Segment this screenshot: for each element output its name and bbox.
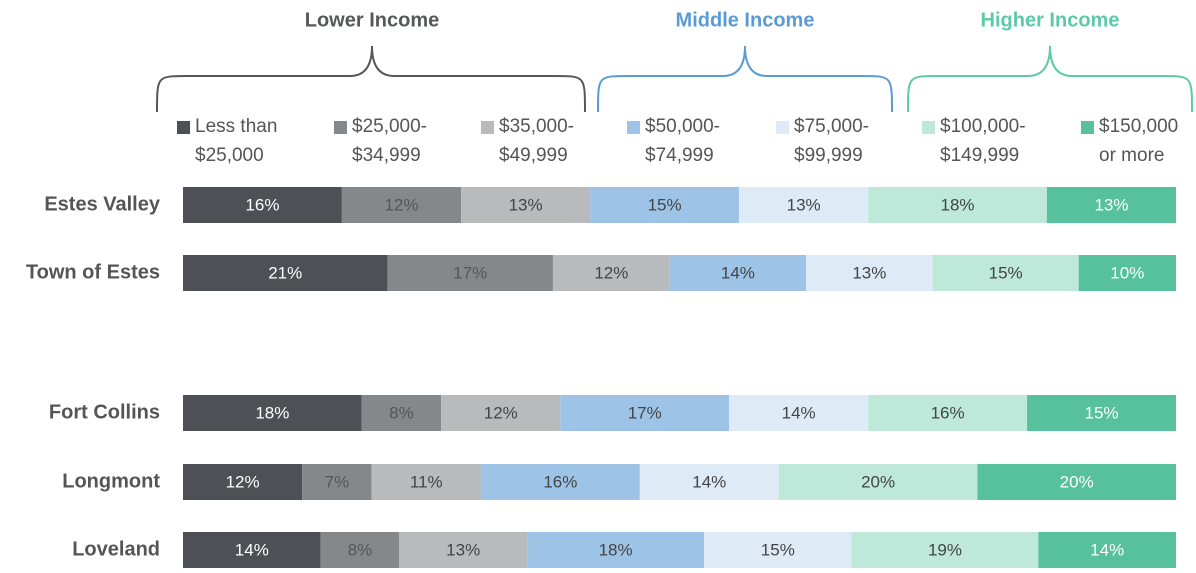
bar-segment: [320, 532, 400, 568]
legend-swatch: [1081, 121, 1094, 134]
bar-segment: [371, 464, 481, 500]
category-label: Longmont: [62, 470, 160, 492]
bar-segment: [183, 532, 321, 568]
value-label: 15%: [761, 540, 795, 559]
bar-segment: [1038, 532, 1176, 568]
bar-segment: [560, 395, 730, 431]
legend-label: $75,000-$99,999: [794, 116, 870, 166]
legend-swatch: [481, 121, 494, 134]
value-label: 17%: [628, 403, 662, 422]
group-brace: [156, 45, 586, 113]
value-label: 10%: [1110, 263, 1144, 282]
value-label: 12%: [226, 472, 260, 491]
value-label: 16%: [245, 195, 279, 214]
bar-segment: [868, 395, 1028, 431]
value-label: 12%: [384, 195, 418, 214]
value-label: 14%: [692, 472, 726, 491]
bar-segment: [361, 395, 442, 431]
legend-label: $150,000 or more: [1099, 116, 1179, 166]
value-label: 14%: [721, 263, 755, 282]
value-label: 14%: [1090, 540, 1124, 559]
group-brace: [907, 45, 1193, 113]
category-label: Fort Collins: [49, 401, 160, 423]
bar-segment: [441, 395, 561, 431]
value-label: 13%: [852, 263, 886, 282]
bar-segment: [590, 187, 740, 223]
value-label: 19%: [928, 540, 962, 559]
bar-segment: [183, 255, 388, 291]
legend-label: $25,000-$34,999: [352, 116, 428, 166]
value-label: 13%: [787, 195, 821, 214]
group-label: Lower Income: [305, 9, 439, 31]
bar-segment: [932, 255, 1079, 291]
legend-label: $35,000-$49,999: [499, 116, 575, 166]
value-label: 16%: [543, 472, 577, 491]
bar-segment: [480, 464, 640, 500]
legend-label: $100,000-$149,999: [940, 116, 1026, 166]
value-label: 14%: [782, 403, 816, 422]
value-label: 20%: [1060, 472, 1094, 491]
bar-segment: [704, 532, 852, 568]
value-label: 18%: [599, 540, 633, 559]
value-label: 20%: [861, 472, 895, 491]
bar-segment: [868, 187, 1047, 223]
bar-segment: [302, 464, 372, 500]
bar-segment: [639, 464, 779, 500]
bar-segment: [183, 187, 342, 223]
bar-segment: [1078, 255, 1176, 291]
group-label: Higher Income: [981, 9, 1120, 31]
bar-segment: [527, 532, 705, 568]
value-label: 13%: [509, 195, 543, 214]
bar-segment: [806, 255, 933, 291]
value-label: 12%: [594, 263, 628, 282]
value-label: 11%: [410, 472, 443, 491]
value-label: 15%: [989, 263, 1023, 282]
legend-label: $50,000-$74,999: [645, 116, 721, 166]
legend-swatch: [627, 121, 640, 134]
value-label: 13%: [1094, 195, 1128, 214]
bar-segment: [341, 187, 462, 223]
legend-swatch: [177, 121, 190, 134]
bar-segment: [552, 255, 670, 291]
bar-segment: [977, 464, 1176, 500]
bar-segment: [669, 255, 807, 291]
value-label: 8%: [348, 540, 373, 559]
bar-segment: [851, 532, 1039, 568]
bar-segment: [739, 187, 869, 223]
legend-swatch: [334, 121, 347, 134]
group-brace: [597, 45, 893, 113]
category-label: Loveland: [72, 538, 160, 560]
value-label: 17%: [453, 263, 487, 282]
category-label: Estes Valley: [44, 193, 161, 215]
category-label: Town of Estes: [26, 261, 160, 283]
bar-segment: [729, 395, 869, 431]
value-label: 18%: [941, 195, 975, 214]
bar-segment: [1027, 395, 1176, 431]
value-label: 15%: [1085, 403, 1119, 422]
legend-label: Less than $25,000: [195, 116, 278, 166]
value-label: 13%: [446, 540, 480, 559]
bar-segment: [387, 255, 553, 291]
value-label: 14%: [235, 540, 269, 559]
bar-segment: [399, 532, 528, 568]
bar-segment: [1046, 187, 1176, 223]
value-label: 18%: [255, 403, 289, 422]
legend-swatch: [776, 121, 789, 134]
value-label: 21%: [268, 263, 302, 282]
bar-segment: [461, 187, 591, 223]
legend-swatch: [922, 121, 935, 134]
bar-segment: [183, 464, 303, 500]
group-label: Middle Income: [676, 9, 815, 31]
value-label: 15%: [648, 195, 682, 214]
value-label: 8%: [389, 403, 414, 422]
value-label: 16%: [931, 403, 965, 422]
bar-segment: [183, 395, 362, 431]
value-label: 7%: [325, 472, 350, 491]
value-label: 12%: [484, 403, 518, 422]
bar-segment: [778, 464, 978, 500]
